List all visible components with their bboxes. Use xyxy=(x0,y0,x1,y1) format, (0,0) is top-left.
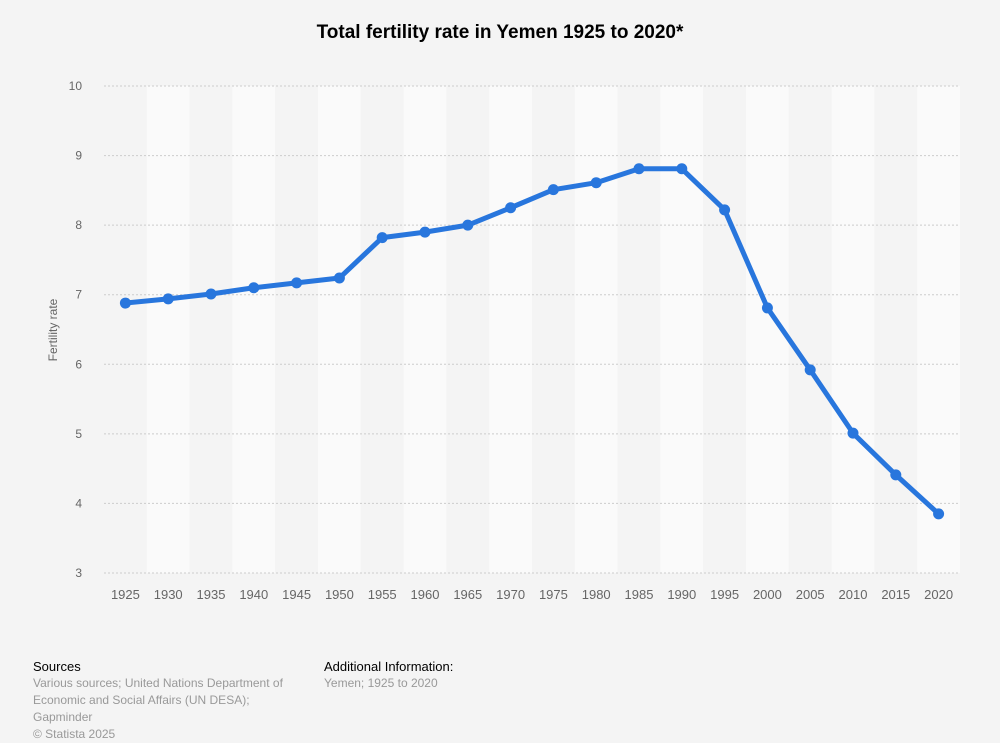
category-band xyxy=(917,86,960,573)
additional-info-block: Additional Information: Yemen; 1925 to 2… xyxy=(324,658,453,692)
x-tick-label: 1945 xyxy=(282,587,311,602)
data-point xyxy=(590,177,602,189)
data-point xyxy=(119,297,131,309)
x-tick-label: 1970 xyxy=(496,587,525,602)
x-tick-label: 1975 xyxy=(539,587,568,602)
y-tick-label: 4 xyxy=(75,496,82,510)
category-band xyxy=(874,86,918,573)
y-axis-label: Fertility rate xyxy=(46,298,60,361)
y-tick-label: 3 xyxy=(75,566,82,580)
category-band xyxy=(318,86,361,573)
category-band xyxy=(146,86,190,573)
series-line xyxy=(125,166,941,516)
sources-heading: Sources xyxy=(33,659,81,674)
category-band xyxy=(703,86,746,573)
data-point xyxy=(761,302,773,314)
y-tick-label: 9 xyxy=(75,149,82,163)
y-tick-label: 8 xyxy=(75,218,82,232)
data-point xyxy=(376,232,388,244)
additional-info-text: Yemen; 1925 to 2020 xyxy=(324,676,438,690)
chart-title: Total fertility rate in Yemen 1925 to 20… xyxy=(316,22,684,43)
category-band xyxy=(660,86,704,573)
data-point xyxy=(419,226,431,238)
category-band xyxy=(232,86,276,573)
data-point xyxy=(248,282,260,294)
x-tick-label: 2015 xyxy=(881,587,910,602)
y-tick-label: 10 xyxy=(69,79,83,93)
x-tick-label: 1960 xyxy=(411,587,440,602)
y-tick-label: 6 xyxy=(75,357,82,371)
x-tick-label: 1965 xyxy=(453,587,482,602)
data-point xyxy=(633,163,645,175)
data-point xyxy=(333,272,345,284)
x-tick-label: 1980 xyxy=(582,587,611,602)
sources-line: Economic and Social Affairs (UN DESA); xyxy=(33,693,250,707)
sources-line: Various sources; United Nations Departme… xyxy=(33,676,283,690)
data-point xyxy=(804,364,816,376)
x-tick-label: 1955 xyxy=(368,587,397,602)
copyright: © Statista 2025 xyxy=(33,727,116,741)
data-point xyxy=(462,219,474,231)
x-tick-label: 2000 xyxy=(753,587,782,602)
data-point xyxy=(505,202,517,214)
category-band xyxy=(360,86,404,573)
x-tick-label: 1935 xyxy=(197,587,226,602)
y-tick-label: 5 xyxy=(75,427,82,441)
data-point xyxy=(291,277,303,289)
category-band xyxy=(403,86,447,573)
category-band xyxy=(574,86,618,573)
additional-info-heading: Additional Information: xyxy=(324,659,454,674)
category-band xyxy=(532,86,575,573)
category-band xyxy=(446,86,490,573)
data-point xyxy=(890,469,902,481)
x-tick-label: 2020 xyxy=(924,587,953,602)
x-tick-label: 1940 xyxy=(239,587,268,602)
x-tick-label: 2005 xyxy=(796,587,825,602)
category-band xyxy=(617,86,661,573)
data-point xyxy=(676,163,688,175)
x-tick-label: 1930 xyxy=(154,587,183,602)
sources-block: Sources Various sources; United Nations … xyxy=(33,658,283,743)
category-band xyxy=(189,86,233,573)
data-point xyxy=(205,288,217,300)
x-tick-label: 1985 xyxy=(625,587,654,602)
x-tick-label: 2010 xyxy=(839,587,868,602)
data-point xyxy=(162,293,174,305)
category-band xyxy=(831,86,875,573)
data-point xyxy=(933,508,945,520)
x-tick-label: 1995 xyxy=(710,587,739,602)
category-band xyxy=(788,86,832,573)
category-band xyxy=(489,86,532,573)
data-point xyxy=(847,427,859,439)
x-tick-label: 1990 xyxy=(667,587,696,602)
sources-line: Gapminder xyxy=(33,710,93,724)
y-tick-label: 7 xyxy=(75,288,82,302)
category-band xyxy=(104,86,147,573)
category-band xyxy=(275,86,318,573)
data-point xyxy=(719,204,731,216)
x-tick-label: 1925 xyxy=(111,587,140,602)
data-point xyxy=(547,184,559,196)
x-tick-label: 1950 xyxy=(325,587,354,602)
